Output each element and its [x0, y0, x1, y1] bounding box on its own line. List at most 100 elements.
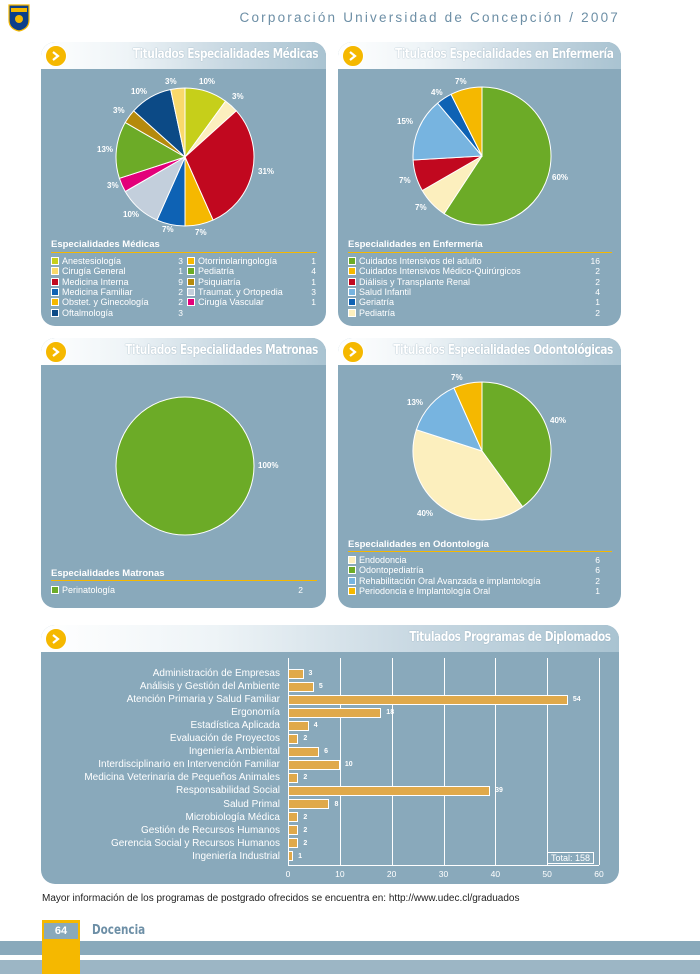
legend-item: Traumat. y Ortopedia	[187, 287, 283, 297]
bar-value-label: 2	[303, 774, 308, 782]
pie-slice-2	[184, 110, 255, 221]
legend-label: Geriatría	[359, 297, 395, 308]
bar	[288, 812, 299, 823]
legend-swatch	[187, 277, 195, 286]
legend-item: Pediatría	[348, 308, 395, 318]
panel-title: Titulados Especialidades Médicas	[132, 47, 319, 62]
legend-item: Geriatría	[348, 297, 394, 307]
pct-label: 40%	[550, 416, 567, 425]
pct-label: 7%	[195, 228, 207, 237]
panel-title-bar: Titulados Especialidades Médicas	[41, 42, 326, 69]
legend-item: Pediatría	[187, 266, 234, 276]
legend-label: Oftalmología	[62, 307, 114, 318]
x-tick-label: 40	[490, 868, 501, 879]
pct-label: 100%	[258, 461, 279, 470]
legend-item: Otorrinolaringología	[187, 256, 277, 266]
university-crest-logo	[8, 4, 30, 32]
legend-swatch	[348, 566, 356, 575]
pct-label: 40%	[417, 509, 434, 518]
pct-label: 10%	[199, 77, 216, 86]
bar-value-label: 6	[324, 748, 328, 756]
legend-count: 1	[311, 297, 316, 308]
pct-label: 60%	[552, 173, 569, 182]
pct-label: 7%	[399, 176, 411, 185]
bar-value-label: 5	[318, 683, 323, 691]
page-number-tab: 64	[42, 920, 80, 974]
bar-category-label: Análisis y Gestión del Ambiente	[139, 681, 280, 693]
legend-item: Cirugía Vascular	[187, 297, 264, 307]
legend-label: Diálisis y Transplante Renal	[359, 276, 471, 287]
pie-slice-5	[450, 86, 483, 157]
arrow-right-icon	[45, 628, 67, 650]
bar-category-label: Microbiología Médica	[185, 811, 281, 823]
legend-count: 1	[311, 256, 316, 266]
bar	[288, 759, 340, 770]
footer-band	[0, 941, 700, 955]
pie-slice-3	[412, 102, 484, 161]
gridline	[391, 658, 393, 865]
bar-value-label: 2	[303, 839, 308, 847]
bar-category-label: Salud Primal	[223, 798, 280, 810]
legend-item: Medicina Familiar	[51, 287, 133, 297]
legend-label: Cirugía Vascular	[198, 297, 264, 308]
panel-diplomados: Titulados Programas de Diplomados 0 10 20 3…	[41, 625, 619, 884]
legend-count: 4	[595, 286, 600, 297]
panel-title: Titulados Especialidades Matronas	[125, 343, 318, 358]
arrow-right-icon	[342, 341, 364, 363]
panel-enfermeria: Titulados Especialidades en Enfermería 6…	[338, 42, 621, 326]
legend-item: Anestesiología	[51, 256, 121, 266]
legend-swatch	[348, 277, 356, 286]
legend-swatch	[51, 298, 59, 307]
legend-item: Cirugía General	[51, 266, 126, 276]
legend-count: 3	[311, 286, 316, 297]
bar-category-label: Estadística Aplicada	[190, 720, 281, 732]
legend-item: Cuidados Intensivos Médico-Quirúrgicos	[348, 266, 521, 276]
legend-swatch	[348, 267, 356, 276]
bar-category-label: Ingeniería Industrial	[192, 850, 280, 862]
legend-count: 2	[178, 286, 183, 297]
legend-item: Diálisis y Transplante Renal	[348, 277, 470, 287]
legend-swatch	[51, 287, 59, 296]
x-tick-label: 0	[285, 868, 291, 879]
section-name: Docencia	[92, 923, 146, 938]
panel-medicas: Titulados Especialidades Médicas 10% 3% …	[41, 42, 326, 326]
legend-swatch	[187, 298, 195, 307]
bar	[288, 707, 382, 718]
bar	[288, 799, 330, 809]
x-tick-label: 60	[594, 868, 604, 879]
pie-slice-2	[415, 387, 483, 452]
legend-divider	[348, 252, 612, 253]
x-tick-label: 20	[386, 868, 397, 879]
panel-title-bar: Titulados Especialidades en Enfermería	[338, 42, 621, 69]
legend-label: Medicina Familiar	[62, 286, 133, 297]
bar-category-label: Ingeniería Ambiental	[188, 746, 280, 758]
bar-value-label: 18	[386, 709, 395, 717]
legend-count: 2	[178, 297, 183, 308]
legend-swatch	[348, 586, 356, 595]
bar	[288, 825, 299, 836]
legend-label: Perinatología	[62, 585, 116, 595]
legend-swatch	[187, 267, 195, 276]
bar-category-label: Administración de Empresas	[152, 668, 280, 679]
pct-label: 3%	[107, 181, 119, 190]
pie-slice-0	[115, 396, 255, 536]
pie-slice-10	[170, 87, 186, 158]
bar-category-label: Responsabilidad Social	[176, 785, 280, 797]
legend-count: 1	[311, 276, 316, 287]
legend-item: Perinatología	[51, 585, 115, 595]
footer-band-lower	[0, 960, 700, 974]
legend-count: 9	[178, 276, 183, 287]
bar-value-label: 10	[344, 761, 353, 769]
pct-label: 3%	[232, 92, 244, 101]
bar	[288, 668, 304, 679]
legend-count: 2	[595, 276, 600, 287]
legend-label: Endodoncia	[359, 555, 407, 565]
legend-count: 2	[595, 575, 600, 586]
legend-label: Pediatría	[198, 266, 235, 277]
legend-item: Salud Infantil	[348, 287, 411, 297]
bar	[288, 694, 568, 705]
panel-matronas: Titulados Especialidades Matronas 100% E…	[41, 338, 326, 608]
pct-label: 15%	[397, 117, 414, 126]
pct-label: 7%	[451, 373, 463, 382]
panel-title: Titulados Programas de Diplomados	[409, 630, 612, 645]
